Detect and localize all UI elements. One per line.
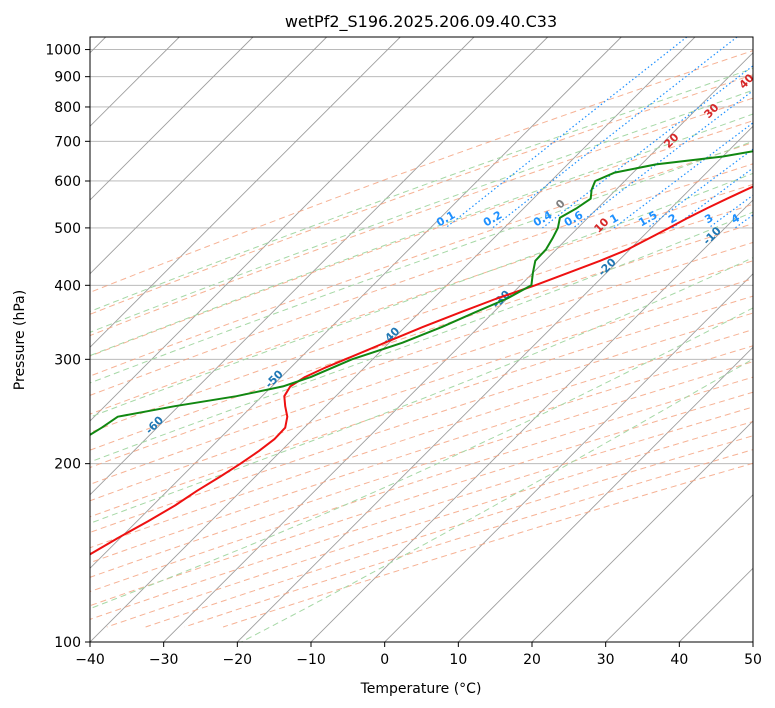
mixing-ratio-line [492, 37, 738, 229]
isotherm-line [90, 37, 475, 422]
isotherm-line [605, 494, 753, 642]
y-axis-ticks: 100 200 300 400 500 600 700 800 900 1000 [45, 43, 90, 651]
y-tick-label: 500 [54, 221, 81, 237]
mixing-ratio-line [542, 65, 753, 229]
moist-adiabat-line [90, 113, 753, 357]
x-tick-label: 20 [523, 652, 541, 668]
y-tick-label: 600 [54, 174, 81, 190]
isotherm-line [310, 199, 753, 642]
x-tick-label: 0 [380, 652, 389, 668]
y-tick-label: 300 [54, 352, 81, 368]
y-axis-label: Pressure (hPa) [12, 290, 28, 390]
moist-adiabat-line [241, 358, 753, 642]
x-tick-label: −20 [223, 652, 253, 668]
dry-adiabat-line [90, 50, 753, 293]
x-tick-label: 40 [670, 652, 688, 668]
y-tick-label: 800 [54, 100, 81, 116]
moist-adiabat-line [90, 89, 753, 333]
dry-adiabat-line [90, 295, 753, 518]
dry-adiabat-line [90, 361, 753, 578]
moist-adiabat-line [90, 140, 753, 384]
moist-adiabat-line [90, 172, 753, 418]
dry-adiabat-line [90, 391, 753, 607]
isotherm-line [90, 37, 254, 201]
dry-adiabat-line [90, 260, 753, 485]
moist-adiabat-line [90, 257, 753, 524]
sounding-profiles [90, 150, 753, 556]
dry-adiabat-line [90, 163, 753, 396]
isotherm-lines [90, 37, 753, 642]
isotherm-line [90, 37, 401, 348]
plot-background [90, 37, 753, 642]
isotherm-line [457, 346, 753, 642]
isotherm-line [384, 273, 753, 642]
x-tick-label: −30 [149, 652, 179, 668]
x-tick-label: 30 [597, 652, 615, 668]
x-tick-label: −40 [75, 652, 105, 668]
x-tick-label: −10 [296, 652, 326, 668]
moist-adiabat-line [90, 67, 753, 313]
isotherm-line [90, 37, 622, 569]
moist-adiabat-line [90, 211, 753, 463]
x-tick-label: 50 [744, 652, 762, 668]
mixing-ratio-line [572, 89, 753, 229]
y-tick-label: 900 [54, 70, 81, 86]
y-tick-label: 400 [54, 278, 81, 294]
dry-adiabat-line [90, 345, 753, 564]
mixing-ratio-lines [445, 37, 753, 229]
x-axis-label: Temperature (°C) [360, 681, 482, 697]
x-axis-ticks: −40 −30 −20 −10 0 10 20 30 40 50 [75, 642, 762, 668]
x-tick-label: 10 [449, 652, 467, 668]
chart-title: wetPf2_S196.2025.206.09.40.C33 [285, 12, 557, 32]
plot-frame [89, 36, 754, 643]
dry-adiabat-line [90, 312, 753, 533]
isotherm-line [531, 420, 753, 642]
dry-adiabat-line [90, 241, 753, 469]
y-tick-label: 100 [54, 635, 81, 651]
temperature-profile-line [90, 185, 753, 556]
dewpoint-profile-line [90, 150, 753, 436]
isotherm-line [163, 52, 753, 642]
moist-adiabat-lines [90, 67, 753, 642]
isotherm-line [236, 125, 753, 642]
isotherm-line [90, 37, 328, 275]
y-tick-label: 1000 [45, 43, 81, 59]
dry-adiabat-lines [90, 50, 753, 628]
dry-adiabat-line [90, 203, 753, 433]
isotherm-line [90, 37, 549, 496]
dry-adiabat-line [90, 183, 753, 415]
dry-adiabat-line [90, 74, 753, 315]
mixing-ratio-line [672, 167, 753, 229]
y-tick-label: 200 [54, 457, 81, 473]
y-tick-label: 700 [54, 134, 81, 150]
